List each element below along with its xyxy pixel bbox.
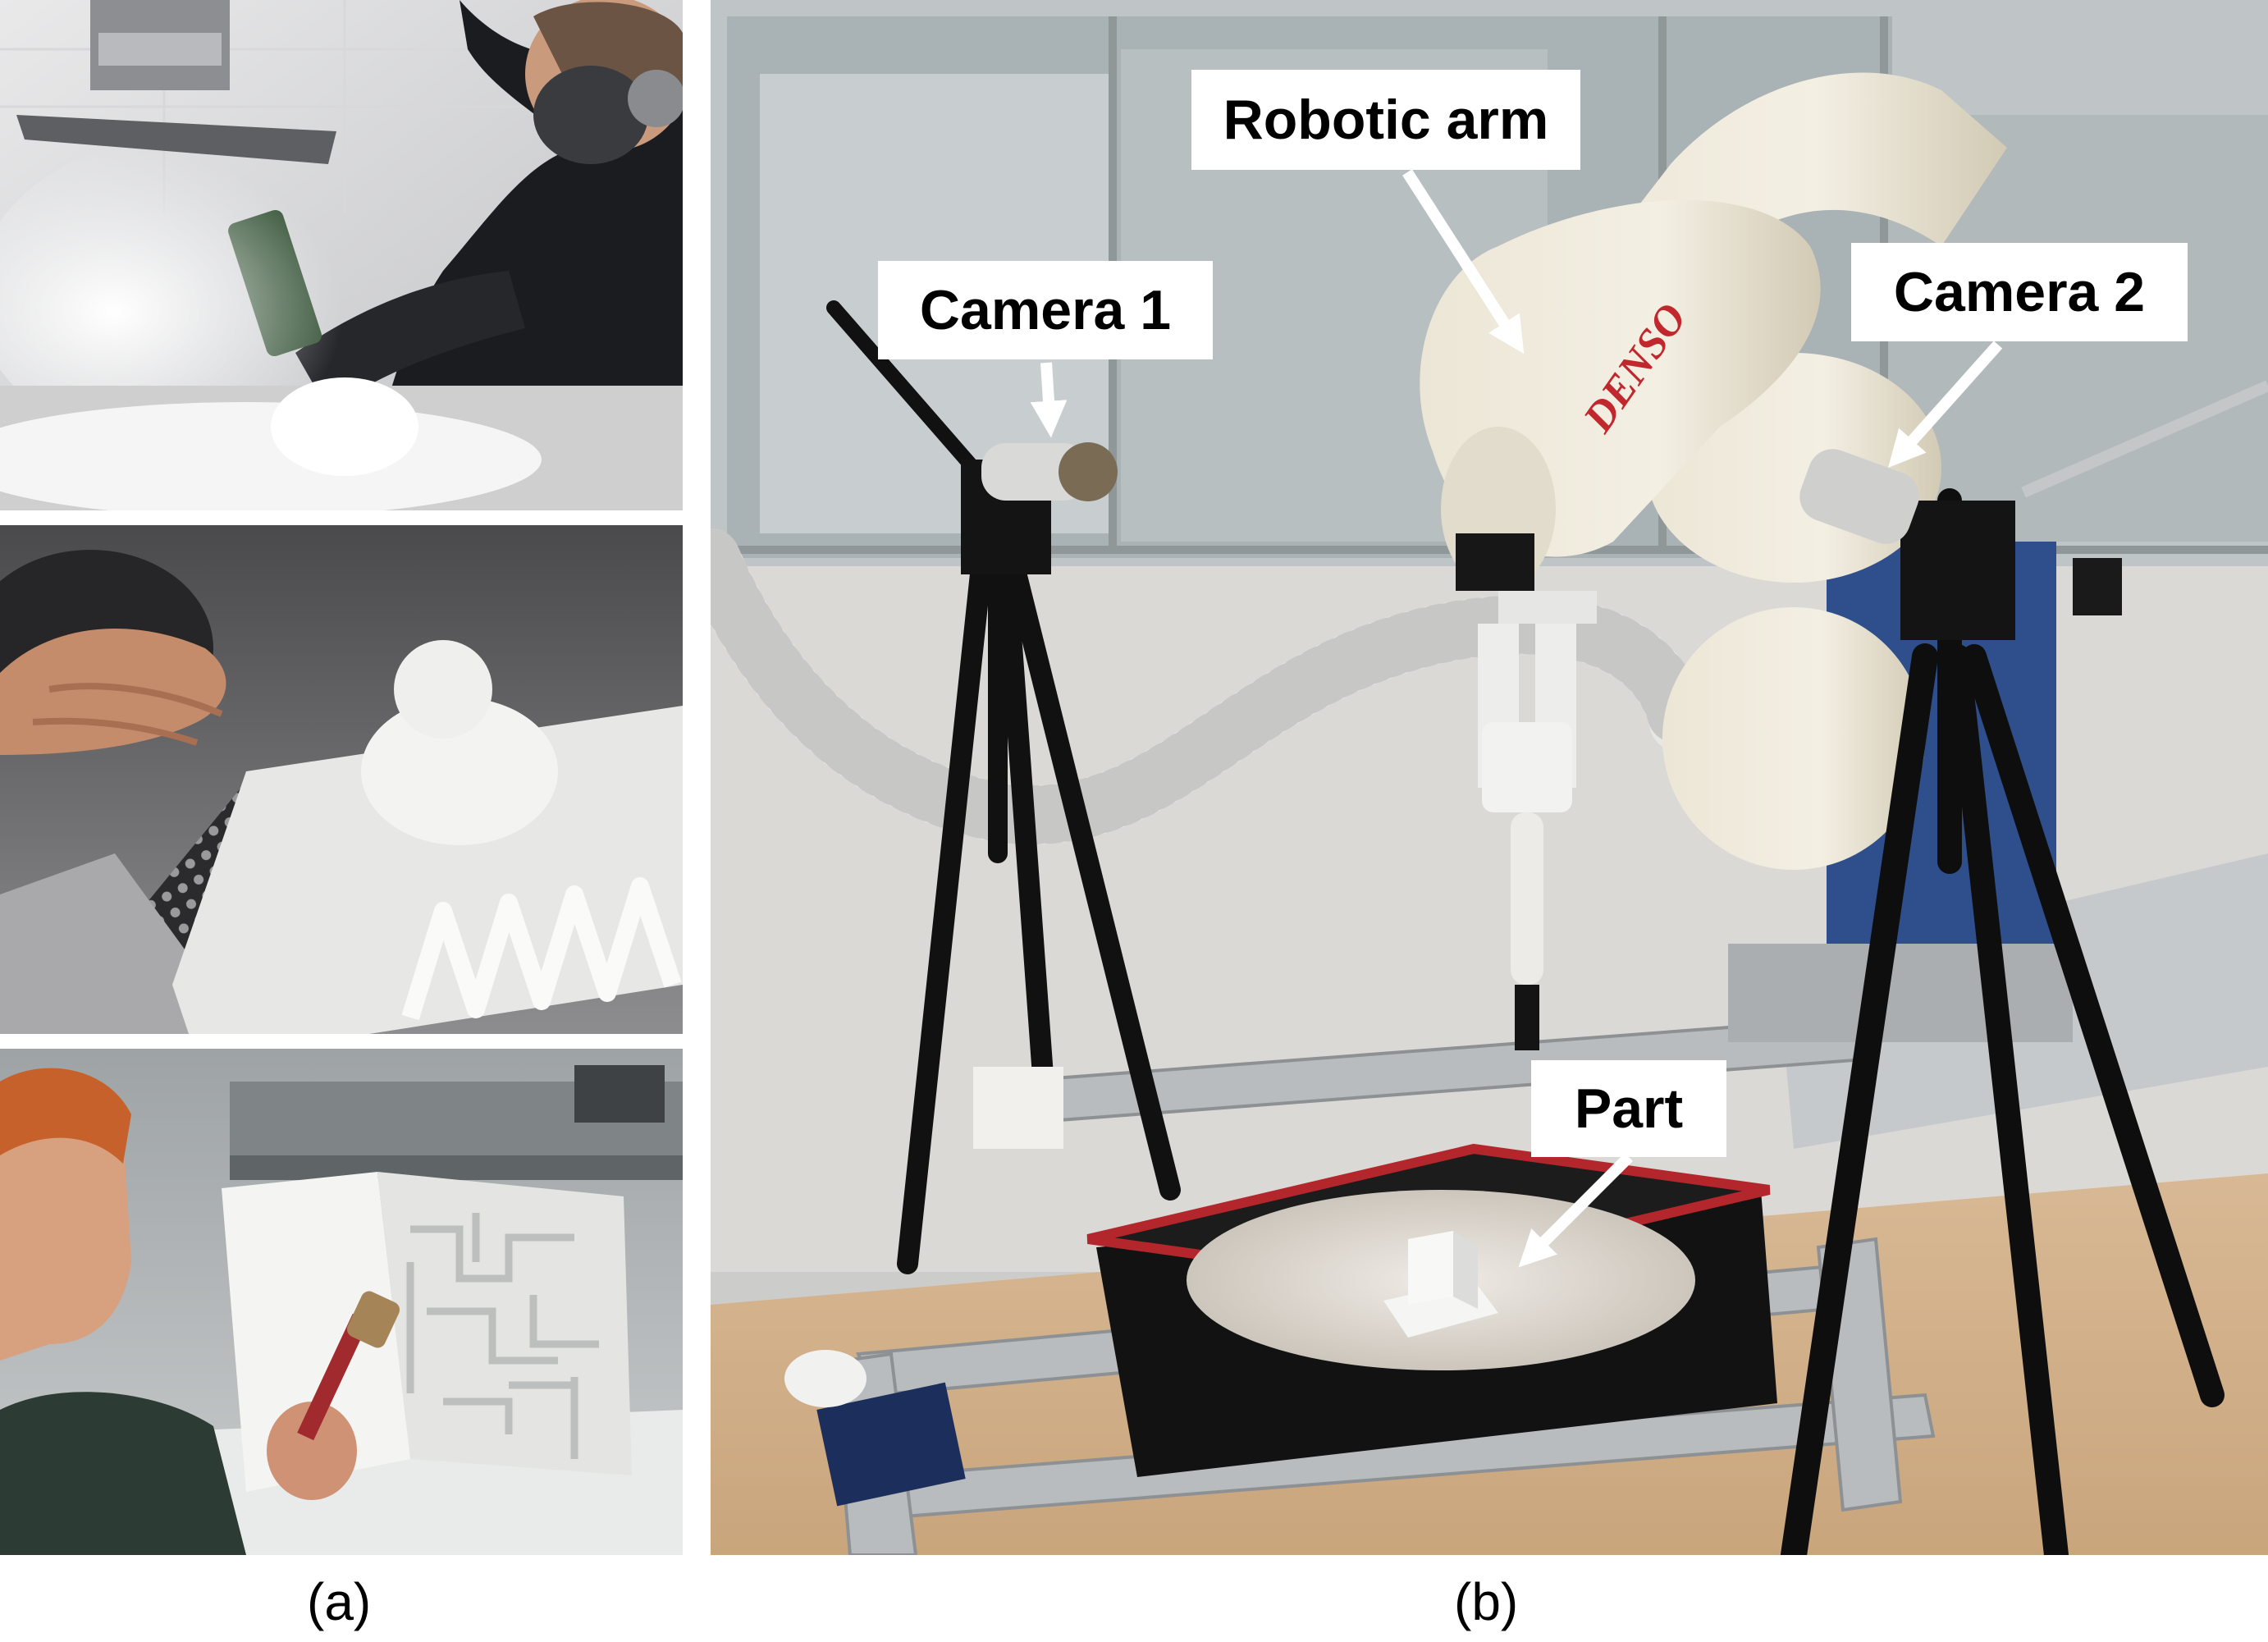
powder-removal-photo-2 [0,525,683,1034]
caption-panel-a: (a) [307,1572,372,1631]
caption-panel-b: (b) [1454,1572,1519,1631]
label-robotic-arm: Robotic arm [1191,70,1580,170]
panel-a-photo-top [0,0,683,510]
powder-removal-photo-1 [0,0,683,510]
label-part: Part [1531,1060,1726,1157]
robotic-powder-removal-setup-photo: DENSO [711,0,2268,1555]
panel-b-photo: DENSO [711,0,2268,1555]
powder-removal-photo-3 [0,1049,683,1555]
label-camera-1: Camera 1 [878,261,1213,359]
label-camera-2: Camera 2 [1851,243,2188,341]
panel-a-photo-middle [0,525,683,1034]
panel-a-photo-bottom [0,1049,683,1555]
